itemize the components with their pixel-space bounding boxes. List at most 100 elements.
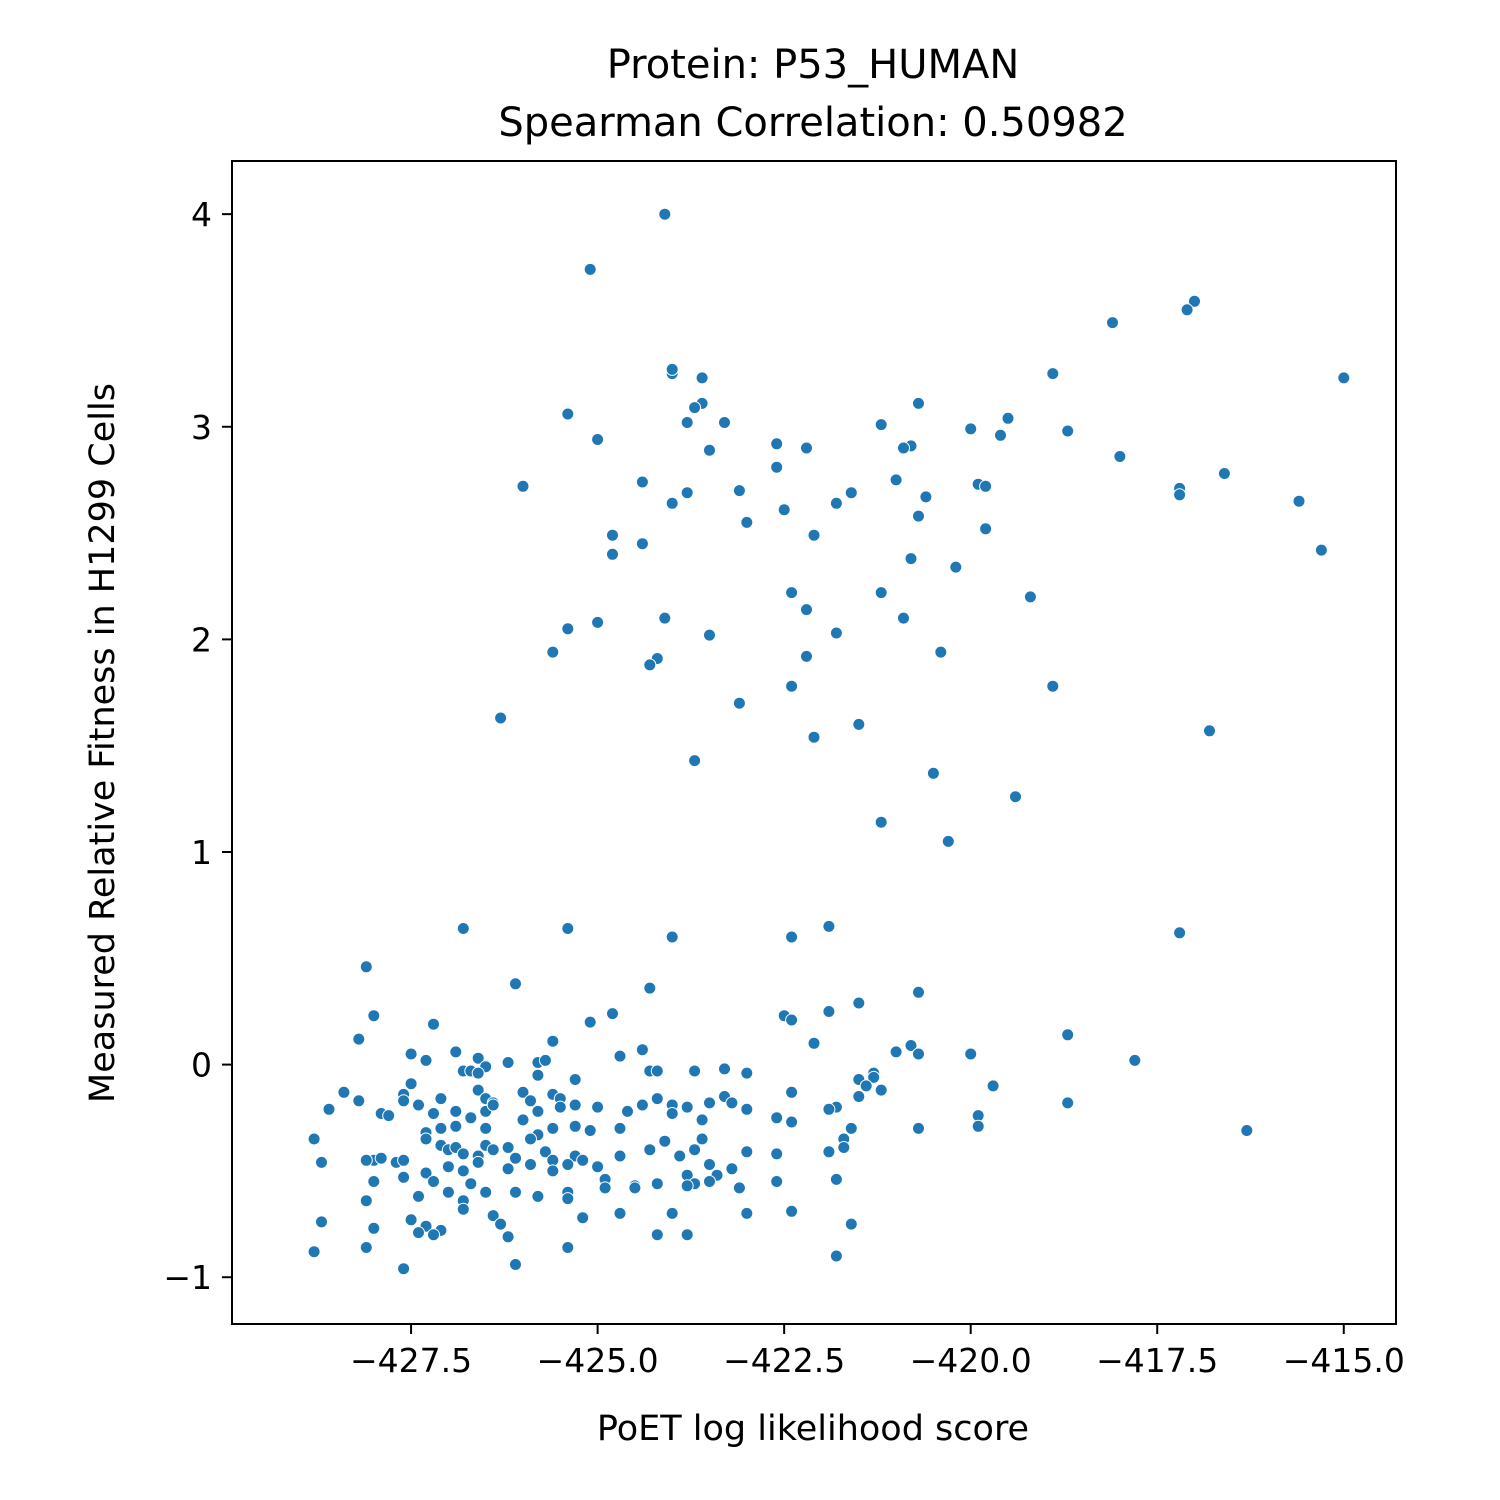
- y-tick-label: 3: [191, 408, 212, 447]
- data-point: [449, 1045, 463, 1059]
- data-point: [501, 1162, 515, 1176]
- data-point: [912, 1047, 925, 1061]
- data-point: [427, 1175, 440, 1188]
- data-point: [912, 509, 925, 523]
- data-point: [613, 1049, 627, 1063]
- data-point: [546, 1164, 560, 1178]
- data-point: [979, 522, 993, 536]
- data-point: [538, 1053, 552, 1067]
- data-point: [1023, 590, 1037, 604]
- data-point: [561, 1192, 575, 1206]
- data-point: [770, 1111, 784, 1125]
- data-point: [680, 416, 694, 429]
- data-point: [509, 1258, 522, 1271]
- data-point: [658, 207, 672, 221]
- data-point: [583, 262, 597, 276]
- data-point: [874, 815, 888, 829]
- data-point: [561, 922, 575, 935]
- data-point: [785, 1204, 799, 1218]
- data-point: [844, 1121, 858, 1135]
- data-point: [1292, 494, 1306, 508]
- data-point: [1337, 371, 1351, 385]
- data-point: [516, 1113, 530, 1127]
- data-point: [516, 479, 530, 493]
- data-point: [613, 1149, 627, 1163]
- data-point: [777, 503, 791, 517]
- data-point: [859, 1079, 873, 1093]
- data-point: [1061, 1096, 1075, 1110]
- data-point: [1009, 790, 1022, 804]
- data-point: [524, 1158, 537, 1171]
- data-point: [897, 441, 910, 455]
- data-point: [867, 1070, 881, 1084]
- data-point: [889, 473, 903, 487]
- data-point: [680, 486, 694, 500]
- data-point: [397, 1153, 411, 1167]
- data-point: [785, 1085, 799, 1099]
- data-point: [576, 1211, 590, 1225]
- data-point: [1046, 367, 1060, 381]
- data-point: [971, 1109, 985, 1123]
- data-point: [844, 486, 858, 500]
- data-point: [725, 1096, 739, 1110]
- data-point: [1113, 450, 1127, 463]
- data-point: [531, 1104, 545, 1118]
- data-point: [732, 696, 746, 710]
- data-point: [732, 484, 746, 498]
- data-point: [800, 649, 813, 663]
- data-point: [643, 981, 657, 995]
- data-point: [994, 428, 1007, 442]
- data-point: [785, 1013, 799, 1027]
- data-point: [770, 437, 784, 451]
- data-point: [367, 1009, 381, 1023]
- data-point: [852, 717, 866, 731]
- data-point: [822, 1005, 836, 1018]
- data-point: [1046, 679, 1060, 693]
- data-point: [665, 496, 679, 510]
- data-point: [479, 1121, 493, 1135]
- data-point: [785, 586, 799, 600]
- data-point: [374, 1151, 388, 1165]
- data-point: [583, 1015, 597, 1029]
- data-point: [397, 1170, 411, 1184]
- data-point: [613, 1121, 627, 1135]
- data-point: [456, 1164, 470, 1178]
- data-point: [852, 996, 866, 1010]
- data-point: [471, 1083, 485, 1097]
- data-point: [695, 371, 709, 385]
- data-point: [591, 433, 605, 446]
- data-point: [695, 1113, 709, 1127]
- data-point: [770, 1147, 784, 1161]
- data-point: [606, 547, 619, 561]
- data-point: [509, 977, 522, 991]
- data-point: [583, 1124, 597, 1137]
- data-point: [822, 919, 836, 933]
- y-tick-label: 4: [191, 195, 212, 234]
- data-points: [307, 207, 1351, 1276]
- data-point: [635, 1043, 649, 1057]
- data-point: [785, 930, 799, 944]
- data-point: [471, 1066, 485, 1080]
- data-point: [680, 1228, 694, 1242]
- data-point: [337, 1085, 351, 1099]
- data-point: [1106, 316, 1119, 330]
- x-axis: −427.5 −425.0 −422.5 −420.0 −417.5 −415.0: [350, 1324, 1405, 1380]
- data-point: [829, 1249, 843, 1263]
- data-point: [934, 645, 948, 659]
- data-point: [538, 1145, 552, 1159]
- data-point: [419, 1132, 433, 1146]
- data-point: [382, 1109, 396, 1123]
- data-point: [1061, 424, 1075, 438]
- data-point: [1128, 1053, 1142, 1067]
- data-point: [441, 1160, 455, 1174]
- x-axis-label: PoET log likelihood score: [597, 1409, 1029, 1449]
- data-point: [561, 407, 575, 421]
- data-point: [568, 1098, 582, 1112]
- data-point: [829, 626, 843, 640]
- data-point: [800, 441, 813, 455]
- data-point: [404, 1077, 418, 1091]
- data-point: [367, 1221, 381, 1235]
- data-point: [635, 1098, 649, 1112]
- data-point: [785, 1115, 799, 1129]
- data-point: [471, 1155, 485, 1169]
